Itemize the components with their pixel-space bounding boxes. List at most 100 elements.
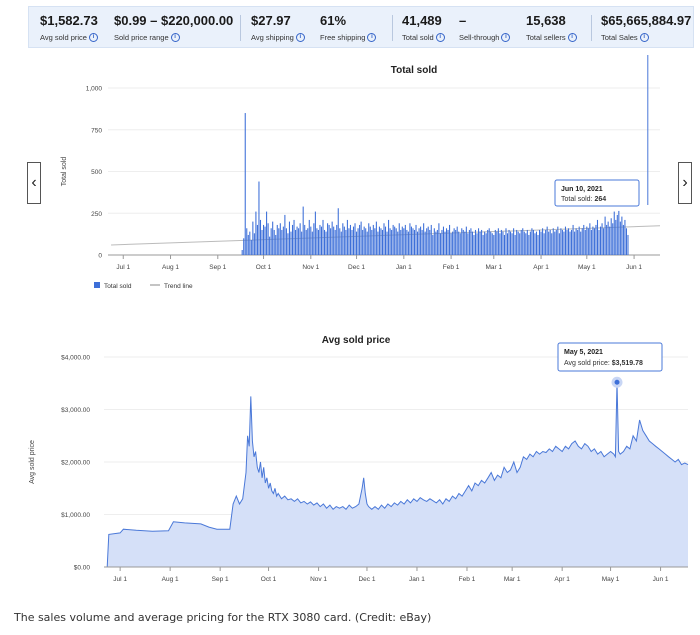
chart-title: Total sold: [391, 65, 437, 76]
info-icon[interactable]: i: [295, 33, 305, 42]
bar: [398, 223, 400, 255]
bar: [247, 234, 249, 255]
bar: [290, 231, 292, 255]
bar: [479, 231, 481, 255]
bar: [476, 233, 478, 255]
bar: [484, 231, 486, 255]
bar: [567, 228, 570, 255]
info-icon[interactable]: i: [367, 33, 377, 42]
bar: [543, 233, 545, 255]
bar: [378, 226, 380, 255]
info-icon[interactable]: i: [567, 33, 577, 42]
bar: [596, 219, 599, 255]
bar: [298, 228, 300, 255]
bar: [256, 224, 258, 255]
bar: [410, 226, 412, 255]
bar: [343, 226, 345, 255]
stat-label: Avg shipping: [251, 33, 294, 42]
bar: [287, 233, 289, 255]
bar: [407, 231, 409, 255]
bar: [278, 228, 280, 255]
bar: [349, 224, 351, 255]
stat-total-sellers: 15,638 Total sellers i: [526, 13, 577, 42]
bar: [584, 229, 586, 255]
bar: [452, 231, 454, 255]
bar: [603, 228, 605, 255]
bar: [316, 228, 318, 255]
bar: [313, 223, 315, 255]
bar: [542, 228, 544, 255]
bar: [342, 223, 344, 255]
bar: [491, 233, 493, 255]
x-tick-label: Aug 1: [162, 576, 179, 583]
bar: [545, 229, 547, 255]
info-icon[interactable]: i: [170, 33, 180, 42]
x-tick-label: Nov 1: [302, 264, 319, 271]
stat-value: –: [459, 13, 467, 28]
next-button[interactable]: ›: [678, 162, 692, 204]
bar: [546, 226, 548, 255]
bar: [249, 231, 251, 255]
bar: [279, 223, 281, 255]
bar: [391, 229, 393, 255]
info-icon[interactable]: i: [639, 33, 649, 42]
bar: [243, 238, 245, 255]
x-tick-label: Dec 1: [348, 264, 365, 271]
bar: [595, 224, 597, 255]
bar: [520, 229, 522, 255]
x-tick-label: Apr 1: [533, 264, 549, 271]
bar: [293, 219, 295, 255]
bar: [551, 233, 553, 255]
stat-label: Sell-through: [459, 33, 500, 42]
bar: [471, 231, 473, 255]
info-icon[interactable]: i: [501, 33, 511, 42]
bar: [261, 229, 263, 255]
bar: [381, 229, 384, 255]
bar: [578, 226, 580, 255]
bar: [403, 228, 405, 255]
info-icon[interactable]: i: [435, 33, 445, 42]
bar: [552, 228, 554, 255]
bar: [539, 229, 541, 255]
bar: [470, 228, 472, 255]
bar: [627, 234, 629, 255]
bar: [336, 224, 338, 255]
bar: [557, 226, 559, 255]
x-tick-label: Feb 1: [459, 576, 476, 583]
bar: [439, 233, 441, 255]
bar: [523, 231, 525, 255]
x-tick-label: Mar 1: [485, 264, 502, 271]
stat-label: Free shipping: [320, 33, 366, 42]
bar: [508, 229, 510, 255]
bar: [606, 224, 608, 255]
stat-total-sold: 41,489 Total sold i: [402, 13, 445, 42]
bar: [625, 228, 627, 255]
bar: [572, 224, 574, 255]
prev-button[interactable]: ‹: [27, 162, 41, 204]
stat-value: 41,489: [402, 13, 442, 28]
y-tick-label: $0.00: [74, 565, 91, 572]
tooltip-label: Avg sold price: $3,519.78: [564, 360, 643, 367]
tooltip-box: [557, 342, 663, 372]
x-tick-label: Mar 1: [504, 576, 521, 583]
bar: [406, 229, 408, 255]
bar: [488, 228, 490, 255]
x-tick-label: May 1: [578, 264, 596, 271]
stat-divider: [591, 15, 592, 41]
bar: [493, 234, 495, 255]
bar: [548, 231, 550, 255]
info-icon[interactable]: i: [88, 33, 98, 42]
stat-value: $65,665,884.97: [601, 13, 692, 28]
bar: [560, 228, 562, 255]
bar: [426, 228, 428, 255]
bar: [468, 229, 470, 255]
stat-value: 15,638: [526, 13, 566, 28]
bar: [412, 228, 414, 255]
bar: [467, 233, 469, 255]
bar: [540, 231, 542, 255]
bar: [450, 233, 452, 255]
bar: [272, 221, 274, 255]
x-tick-label: Jul 1: [116, 264, 130, 271]
bar: [499, 233, 501, 255]
stat-value: $27.97: [251, 13, 291, 28]
